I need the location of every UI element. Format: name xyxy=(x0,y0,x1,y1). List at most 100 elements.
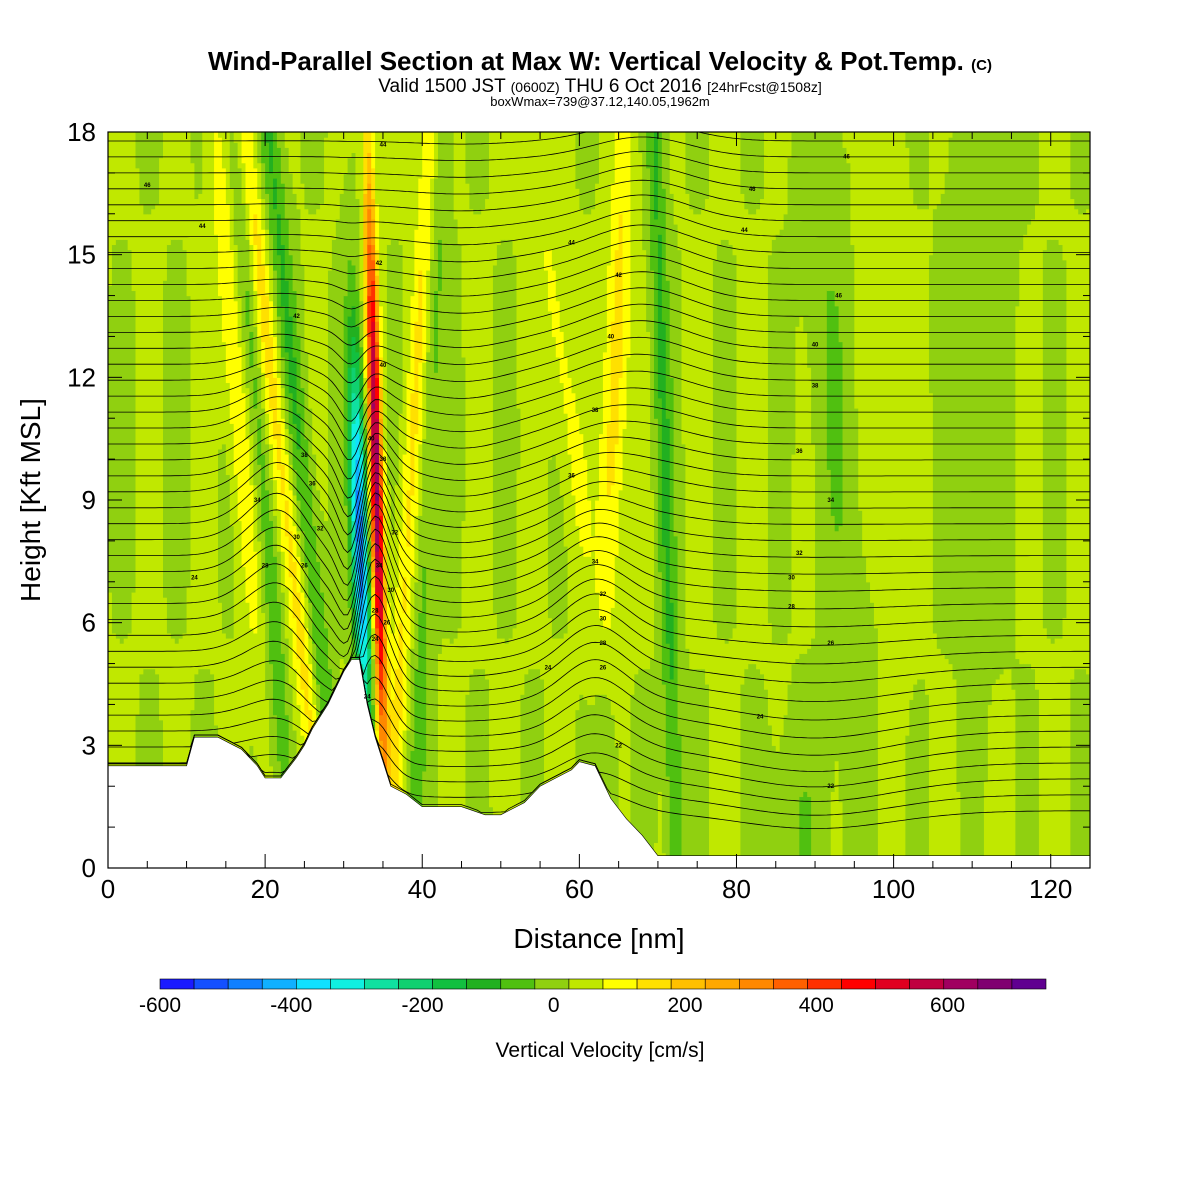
theta-contour xyxy=(108,515,1090,630)
contour-label: 30 xyxy=(788,576,795,582)
colorbar-swatch xyxy=(398,978,433,990)
contour-label: 44 xyxy=(568,240,575,246)
colorbar-swatch xyxy=(1011,978,1047,990)
theta-contour xyxy=(108,492,1090,601)
y-tick-label: 3 xyxy=(82,730,96,760)
chart-subtitle-2: boxWmax=739@37.12,140.05,1962m xyxy=(490,94,710,109)
theta-contour xyxy=(108,132,1090,145)
x-axis: 0 20 40 60 80 100 120 xyxy=(101,132,1091,904)
x-tick-label: 80 xyxy=(722,874,751,904)
contour-label: 42 xyxy=(293,314,300,320)
theta-contour xyxy=(108,482,1090,586)
contour-label: 42 xyxy=(615,273,622,279)
contour-label: 44 xyxy=(199,224,206,230)
colorbar-swatch xyxy=(261,978,297,990)
theta-contour xyxy=(108,528,1090,644)
colorbar-swatch xyxy=(330,978,365,990)
contour-label: 24 xyxy=(757,715,764,721)
colorbar-swatch xyxy=(602,978,638,990)
colorbar-swatch xyxy=(364,978,399,990)
theta-contour xyxy=(108,224,1090,263)
theta-contour xyxy=(108,613,1090,704)
colorbar-tick-label: 600 xyxy=(930,994,965,1017)
theta-contour xyxy=(108,421,1090,499)
theta-contour xyxy=(108,108,1090,127)
y-tick-label: 15 xyxy=(67,240,96,270)
contour-label: 40 xyxy=(368,437,375,443)
theta-contours xyxy=(108,108,1090,830)
theta-contour xyxy=(108,542,1090,658)
theta-contour xyxy=(108,353,1090,403)
contour-label: 34 xyxy=(827,498,834,504)
colorbar-ticks: -600 -400 -200 0 200 400 600 xyxy=(139,994,965,1017)
chart-subtitle: Valid 1500 JST (0600Z) THU 6 Oct 2016 [2… xyxy=(378,76,822,97)
colorbar-swatch xyxy=(636,978,672,990)
colorbar-tick-label: 0 xyxy=(548,994,560,1017)
colorbar-swatch xyxy=(432,978,467,990)
colorbar xyxy=(159,978,1047,990)
theta-contour xyxy=(108,209,1090,246)
theta-contour xyxy=(108,462,1090,554)
colorbar-tick-label: 200 xyxy=(668,994,703,1017)
colorbar-swatch xyxy=(568,978,604,990)
contour-label: 38 xyxy=(592,408,599,414)
theta-contour xyxy=(108,165,1090,195)
theta-contour xyxy=(108,657,1090,772)
plot-area xyxy=(108,108,1090,868)
contour-label: 36 xyxy=(568,473,575,479)
y-tick-label: 18 xyxy=(67,117,96,147)
contour-label: 46 xyxy=(749,187,756,193)
theta-contour xyxy=(108,303,1090,348)
contour-label: 46 xyxy=(835,294,842,300)
theta-contour xyxy=(108,558,1090,670)
contour-label: 24 xyxy=(364,694,371,700)
contour-label: 36 xyxy=(796,449,803,455)
contour-label: 28 xyxy=(262,563,269,569)
theta-contour xyxy=(108,255,1090,297)
contour-label: 38 xyxy=(380,457,387,463)
contour-label: 44 xyxy=(380,142,387,148)
theta-contour xyxy=(108,447,1090,536)
colorbar-swatch xyxy=(227,978,263,990)
colorbar-swatch xyxy=(773,978,808,990)
colorbar-tick-label: -600 xyxy=(139,994,181,1017)
colorbar-tick-label: -400 xyxy=(270,994,312,1017)
theta-contour xyxy=(108,575,1090,680)
theta-contour xyxy=(108,657,1090,756)
contour-label: 38 xyxy=(301,453,308,459)
theta-contour xyxy=(108,657,1090,816)
theta-contour xyxy=(108,370,1090,422)
contour-label: 26 xyxy=(301,563,308,569)
theta-contour xyxy=(108,336,1090,384)
contour-label: 24 xyxy=(545,666,552,672)
colorbar-label: Vertical Velocity [cm/s] xyxy=(496,1039,705,1062)
theta-contour xyxy=(108,287,1090,331)
y-tick-label: 9 xyxy=(82,485,96,515)
colorbar-swatch xyxy=(296,978,331,990)
contour-label: 32 xyxy=(317,527,324,533)
x-tick-label: 20 xyxy=(251,874,280,904)
colorbar-swatch xyxy=(704,978,740,990)
colorbar-swatch xyxy=(943,978,979,990)
theta-contour xyxy=(108,150,1090,178)
contour-label: 34 xyxy=(376,563,383,569)
theta-contour xyxy=(108,657,1090,802)
theta-contour xyxy=(108,654,1090,739)
contour-label: 32 xyxy=(600,592,607,598)
colorbar-tick-label: 400 xyxy=(799,994,834,1017)
contour-label: 24 xyxy=(191,576,198,582)
contour-label: 44 xyxy=(741,228,748,234)
theta-contour xyxy=(108,194,1090,229)
x-tick-label: 40 xyxy=(408,874,437,904)
theta-contour xyxy=(108,593,1090,692)
contour-label: 36 xyxy=(309,482,316,488)
contour-label: 38 xyxy=(812,384,819,390)
colorbar-swatch xyxy=(466,978,502,990)
y-tick-label: 0 xyxy=(82,853,96,883)
contour-label: 30 xyxy=(387,588,394,594)
contour-label: 26 xyxy=(384,621,391,627)
x-tick-label: 0 xyxy=(101,874,115,904)
y-tick-label: 12 xyxy=(67,362,96,392)
colorbar-tick-label: -200 xyxy=(402,994,444,1017)
contour-label: 40 xyxy=(812,343,819,349)
